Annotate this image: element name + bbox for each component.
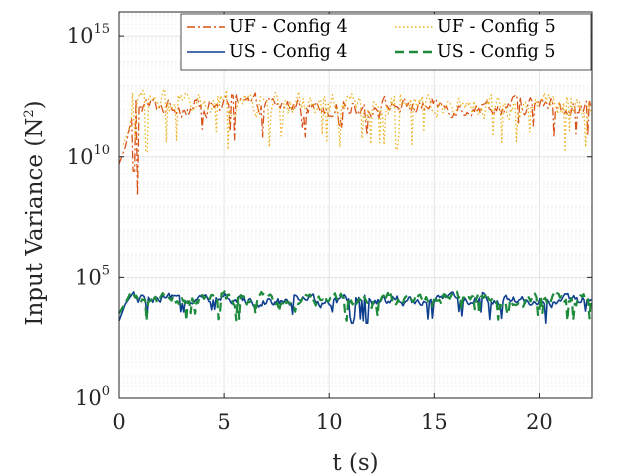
y-tick-label: 1015 (67, 22, 110, 48)
legend-label-1: UF - Config 4 (229, 17, 348, 37)
y-tick-label-exponent: 10 (93, 143, 110, 158)
x-tick-label: 15 (421, 410, 448, 434)
x-tick-label: 0 (112, 410, 125, 434)
series-line-3 (118, 291, 592, 324)
legend-label-4: US - Config 5 (437, 42, 556, 62)
x-tick-label: 5 (217, 410, 230, 434)
x-tick-label: 20 (526, 410, 553, 434)
legend-box (180, 13, 592, 71)
y-tick-label: 100 (75, 384, 110, 410)
y-axis-title-superscript: 2 (22, 109, 37, 117)
series-line-4 (118, 290, 592, 322)
x-tick-label: 10 (316, 410, 343, 434)
x-axis-title: t (s) (332, 450, 378, 475)
legend: UF - Config 4 UF - Config 5 US - Config 4 U… (180, 13, 592, 71)
y-tick-label: 1010 (67, 143, 110, 169)
y-tick-label-base: 10 (75, 386, 102, 410)
legend-label-2: UF - Config 5 (437, 17, 556, 37)
plot-frame (118, 11, 593, 399)
legend-label-3: US - Config 4 (229, 42, 348, 62)
y-axis-title: Input Variance (N2) (22, 100, 48, 325)
y-tick-label-exponent: 15 (93, 22, 110, 37)
y-axis-title-main: Input Variance (N (22, 118, 48, 326)
y-tick-label: 105 (75, 263, 110, 289)
series-group (118, 88, 593, 324)
y-tick-label-exponent: 0 (102, 384, 110, 399)
y-tick-label-base: 10 (67, 145, 94, 169)
y-tick-label-base: 10 (67, 24, 94, 48)
y-tick-label-exponent: 5 (102, 263, 110, 278)
y-axis-title-close: ) (22, 100, 48, 109)
y-tick-label-base: 10 (75, 265, 102, 289)
series-line-1 (118, 92, 592, 196)
